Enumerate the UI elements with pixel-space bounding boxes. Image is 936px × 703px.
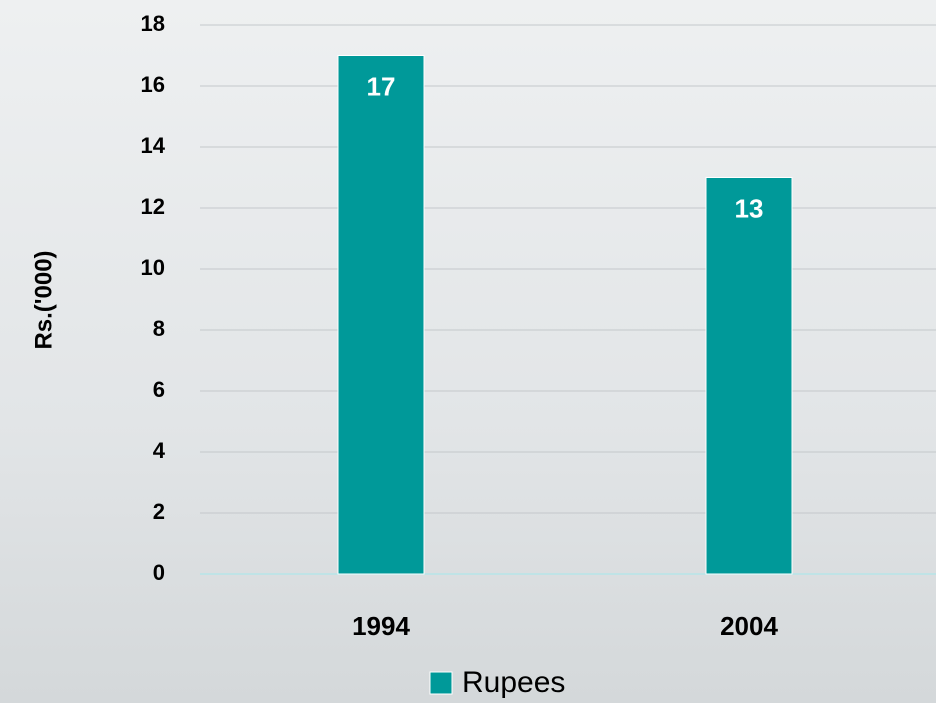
y-tick-label: 4 (153, 438, 166, 463)
data-label: 17 (367, 71, 396, 101)
y-tick-label: 16 (141, 72, 165, 97)
legend-label: Rupees (462, 666, 565, 699)
x-tick-label: 2004 (720, 611, 778, 641)
y-axis-label: Rs.('000) (30, 250, 57, 349)
chart: Rs.('000) 0 2 4 6 8 10 12 14 16 18 1994 17 2004 13 Rup… (0, 0, 936, 703)
legend-swatch (430, 672, 452, 694)
y-tick-label: 0 (153, 560, 165, 585)
y-tick-label: 12 (141, 194, 165, 219)
background (0, 0, 936, 703)
y-tick-label: 10 (141, 255, 165, 280)
y-tick-label: 8 (153, 316, 165, 341)
y-tick-label: 18 (141, 11, 165, 36)
page: Rs.('000) 0 2 4 6 8 10 12 14 16 18 1994 17 2004 13 Rup… (0, 0, 936, 703)
bar (706, 178, 792, 575)
y-tick-label: 6 (153, 377, 165, 402)
data-label: 13 (735, 193, 764, 223)
y-tick-label: 14 (141, 133, 166, 158)
y-tick-label: 2 (153, 499, 165, 524)
x-tick-label: 1994 (352, 611, 410, 641)
bar (338, 56, 424, 575)
